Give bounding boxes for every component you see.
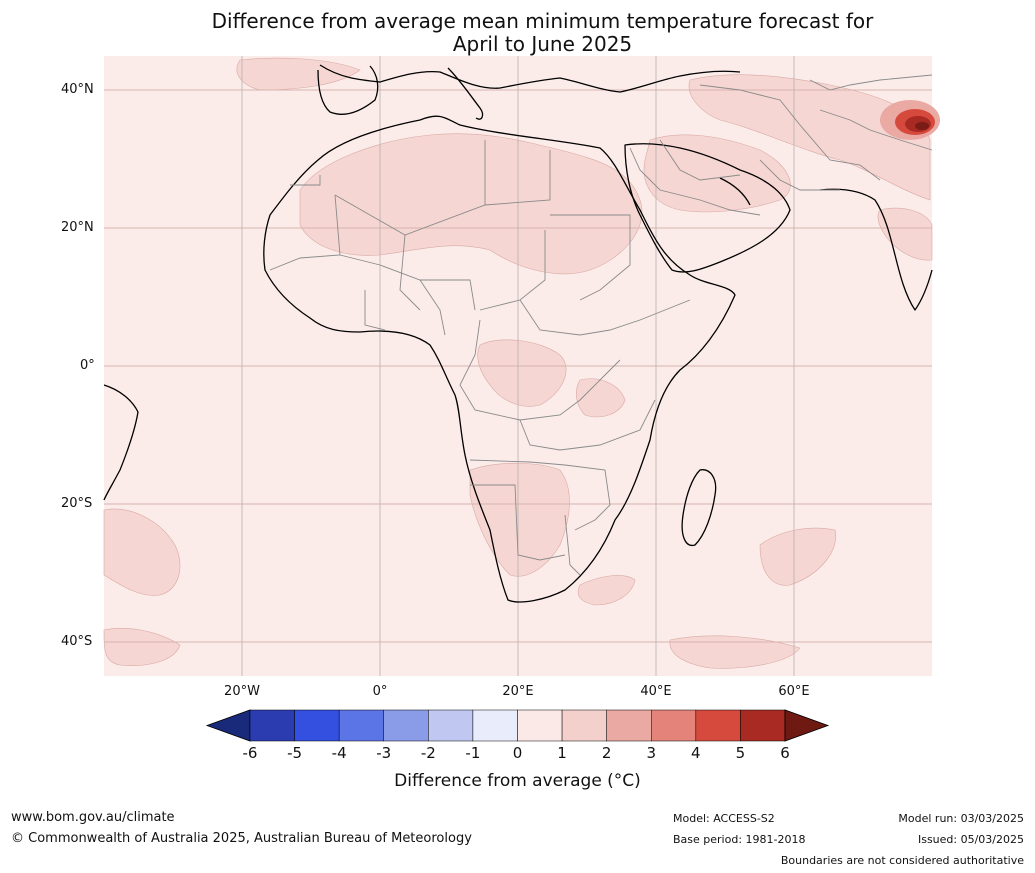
border-18: [819, 109, 933, 151]
colorbar-segment: [517, 709, 563, 742]
italy-coastline: [447, 67, 484, 120]
border-14: [699, 84, 881, 181]
colorbar-tick-label: 3: [646, 744, 657, 762]
iberia-coastline: [317, 65, 379, 115]
border-13: [564, 514, 581, 576]
colorbar-segment: [249, 709, 295, 742]
border-21: [364, 290, 386, 331]
lon-label-40e: 40°E: [640, 684, 672, 699]
colorbar-tick-label: 1: [557, 744, 567, 762]
india-patch: [877, 207, 933, 261]
lon-label-20w: 20°W: [224, 684, 260, 699]
europe-coastline: [319, 64, 741, 93]
colorbar-segment: [561, 709, 607, 742]
colorbar-tick-label: 2: [601, 744, 612, 762]
india-coastline: [819, 188, 933, 311]
colorbar-segment: [651, 709, 697, 742]
colorbar-tick-label: -2: [420, 744, 436, 762]
west-africa-patch: [477, 339, 567, 407]
footer-disclaimer: Boundaries are not considered authoritat…: [780, 854, 1024, 867]
anomaly-patches: [103, 57, 933, 669]
madagascar-south-patch: [577, 575, 636, 606]
border-8: [519, 299, 691, 336]
arabia-gulf-coastline: [719, 177, 751, 206]
north-africa-patch: [299, 133, 643, 275]
border-15: [659, 139, 741, 181]
footer-copyright: © Commonwealth of Australia 2025, Austra…: [11, 831, 472, 846]
colorbar-segment: [606, 709, 652, 742]
lat-label-40n: 40°N: [61, 82, 94, 97]
south-indian-patch: [759, 527, 837, 586]
brazil-coastline: [103, 384, 139, 501]
southern-ocean-patch-2: [669, 635, 801, 669]
colorbar-segment: [338, 709, 384, 742]
colorbar-segment: [740, 709, 786, 742]
map-title: Difference from average mean minimum tem…: [0, 10, 1035, 56]
country-borders: [269, 74, 933, 576]
border-22: [419, 279, 446, 336]
colorbar-tick-label: 6: [780, 744, 790, 762]
lon-label-20e: 20°E: [502, 684, 534, 699]
colorbar-tick-label: -1: [465, 744, 481, 762]
colorbar-segment: [695, 709, 741, 742]
europe-patch: [236, 57, 361, 91]
border-12: [470, 484, 566, 561]
colorbar-segment: [383, 709, 429, 742]
middle-east-patch: [688, 74, 931, 201]
colorbar-tick-label: 0: [512, 744, 523, 762]
colorbar-tick-label: -3: [376, 744, 392, 762]
lat-label-20n: 20°N: [61, 220, 94, 235]
border-11: [469, 459, 611, 531]
hot-core: [880, 100, 940, 140]
border-16: [629, 147, 761, 216]
colorbar-segment: [428, 709, 474, 742]
title-line-1: Difference from average mean minimum tem…: [211, 9, 874, 33]
hot-core-center: [915, 122, 929, 130]
border-19: [809, 74, 933, 91]
colorbar-tick-label: -6: [242, 744, 258, 762]
border-7: [550, 214, 631, 301]
footer-model-run: Model run: 03/03/2025: [898, 812, 1024, 825]
arabia-patch: [643, 134, 791, 213]
footer-model: Model: ACCESS-S2: [673, 812, 775, 825]
border-17: [759, 159, 840, 191]
border-20: [290, 175, 321, 186]
southern-ocean-patch-1: [103, 628, 181, 666]
border-10: [519, 399, 656, 451]
colorbar-tick-label: 4: [691, 744, 701, 762]
footer-website: www.bom.gov.au/climate: [11, 810, 175, 825]
lat-label-20s: 20°S: [61, 496, 93, 511]
lon-label-60e: 60°E: [778, 684, 810, 699]
colorbar-segment: [472, 709, 518, 742]
footer-base-period: Base period: 1981-2018: [673, 833, 806, 846]
colorbar-tick-label: -5: [287, 744, 303, 762]
east-africa-patch: [576, 378, 626, 418]
colorbar-title: Difference from average (°C): [394, 771, 641, 791]
arabia-coastline: [624, 143, 791, 273]
lat-label-equator: 0°: [80, 358, 95, 373]
border-3: [399, 234, 421, 311]
colorbar: [205, 709, 830, 742]
madagascar-coastline: [681, 469, 717, 547]
lon-label-0: 0°: [372, 684, 388, 699]
colorbar-arrow-low: [205, 709, 251, 742]
africa-coastline: [263, 115, 736, 603]
southern-africa-patch: [469, 462, 570, 577]
lat-label-40s: 40°S: [61, 634, 93, 649]
border-4: [269, 194, 341, 271]
border-6: [479, 230, 546, 311]
colorbar-segment: [294, 709, 340, 742]
coastlines: [103, 64, 933, 603]
south-atlantic-patch: [103, 508, 181, 596]
colorbar-tick-label: -4: [331, 744, 347, 762]
colorbar-arrow-high: [784, 709, 830, 742]
title-line-2: April to June 2025: [452, 32, 633, 56]
footer-issued: Issued: 05/03/2025: [917, 833, 1024, 846]
colorbar-tick-label: 5: [735, 744, 746, 762]
gridlines-lon: [241, 56, 795, 676]
